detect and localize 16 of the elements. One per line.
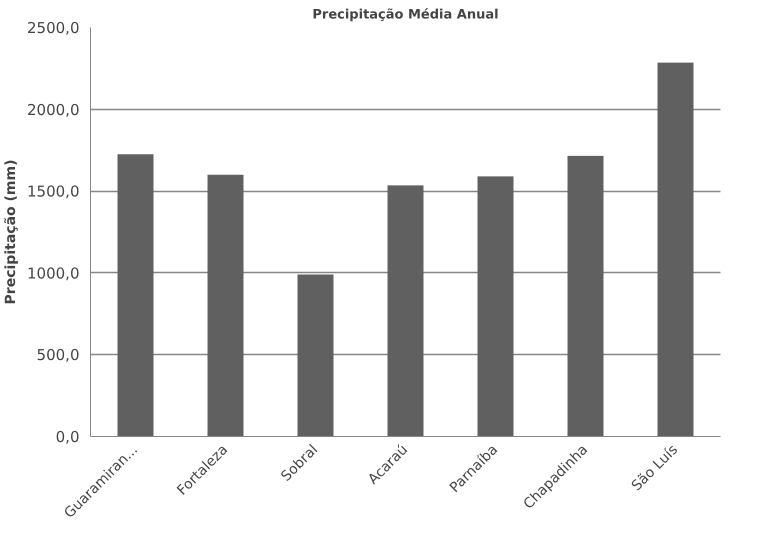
y-tick-label: 0,0 <box>56 428 80 446</box>
bar <box>658 62 694 436</box>
y-tick-label: 1500,0 <box>27 182 80 201</box>
bar <box>568 156 604 436</box>
bar <box>388 185 424 436</box>
bar <box>208 174 244 436</box>
chart-title: Precipitação Média Anual <box>312 8 499 22</box>
y-axis-title: Precipitação (mm) <box>3 160 20 304</box>
x-tick-label: São Luís <box>628 442 682 494</box>
y-tick-label: 1000,0 <box>27 264 80 282</box>
y-tick-label: 2500,0 <box>27 19 80 37</box>
y-tick-label: 500,0 <box>36 346 80 364</box>
bar <box>118 154 154 436</box>
bar <box>478 176 514 436</box>
y-tick-label: 2000,0 <box>27 100 80 119</box>
bar <box>298 274 334 436</box>
